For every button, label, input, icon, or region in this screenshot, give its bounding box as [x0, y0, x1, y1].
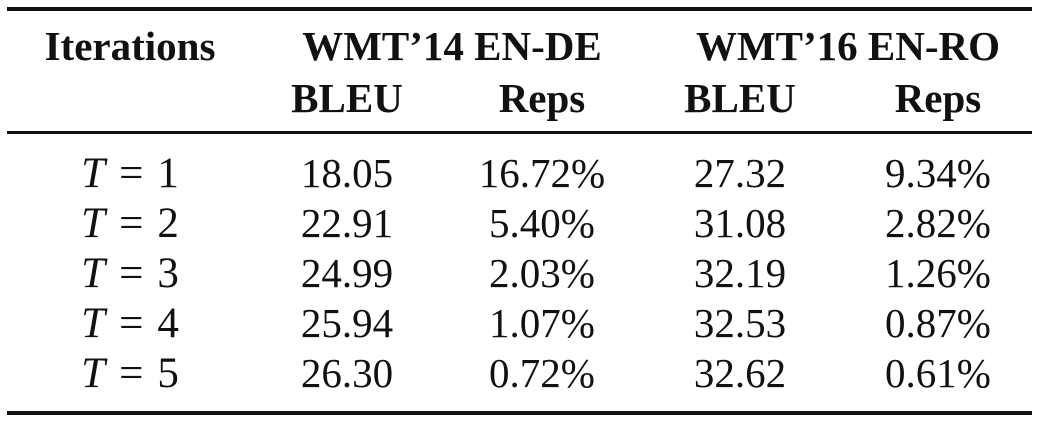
cell-iteration: T = 4 — [30, 302, 230, 345]
iteration-equals: = — [119, 300, 144, 347]
cell-en-ro-reps: 0.61% — [885, 350, 991, 396]
cell-en-de-reps: 2.03% — [489, 250, 595, 296]
header-rule — [7, 131, 1032, 134]
cell-en-de-reps: 0.72% — [489, 350, 595, 396]
header-wmt14-en-de: WMT’14 EN-DE — [302, 23, 602, 69]
cell-en-ro-bleu: 32.19 — [693, 250, 787, 296]
iteration-variable: T — [81, 200, 106, 247]
cell-en-de-reps: 16.72% — [478, 150, 606, 196]
iteration-equals: = — [119, 250, 144, 297]
cell-en-de-bleu: 22.91 — [300, 200, 394, 246]
iteration-variable: T — [81, 300, 106, 347]
header-iterations: Iterations — [44, 23, 216, 69]
iteration-number: 3 — [157, 250, 179, 297]
top-rule — [7, 7, 1032, 11]
cell-en-ro-bleu: 31.08 — [693, 200, 787, 246]
cell-en-de-reps: 5.40% — [489, 200, 595, 246]
cell-en-ro-reps: 0.87% — [885, 300, 991, 346]
iteration-number: 4 — [157, 300, 179, 347]
cell-iteration: T = 5 — [30, 352, 230, 395]
header-en-de-reps: Reps — [498, 75, 586, 121]
bottom-rule — [7, 411, 1032, 415]
cell-en-de-reps: 1.07% — [489, 300, 595, 346]
iteration-variable: T — [81, 150, 106, 197]
iteration-equals: = — [119, 150, 144, 197]
cell-en-de-bleu: 25.94 — [300, 300, 394, 346]
header-en-ro-reps: Reps — [894, 75, 982, 121]
header-wmt16-en-ro: WMT’16 EN-RO — [695, 23, 1001, 69]
cell-en-de-bleu: 26.30 — [300, 350, 394, 396]
cell-en-de-bleu: 18.05 — [300, 150, 394, 196]
cell-en-ro-reps: 1.26% — [885, 250, 991, 296]
iteration-equals: = — [119, 200, 144, 247]
cell-en-ro-bleu: 27.32 — [693, 150, 787, 196]
header-en-ro-bleu: BLEU — [684, 75, 796, 121]
iteration-variable: T — [81, 250, 106, 297]
header-en-de-bleu: BLEU — [291, 75, 403, 121]
iteration-number: 5 — [157, 350, 179, 397]
cell-iteration: T = 3 — [30, 252, 230, 295]
cell-en-ro-reps: 9.34% — [885, 150, 991, 196]
iteration-variable: T — [81, 350, 106, 397]
cell-en-ro-bleu: 32.53 — [693, 300, 787, 346]
iteration-equals: = — [119, 350, 144, 397]
cell-en-de-bleu: 24.99 — [300, 250, 394, 296]
cell-iteration: T = 2 — [30, 202, 230, 245]
iteration-number: 1 — [157, 150, 179, 197]
iteration-number: 2 — [157, 200, 179, 247]
cell-iteration: T = 1 — [30, 152, 230, 195]
cell-en-ro-reps: 2.82% — [885, 200, 991, 246]
cell-en-ro-bleu: 32.62 — [693, 350, 787, 396]
